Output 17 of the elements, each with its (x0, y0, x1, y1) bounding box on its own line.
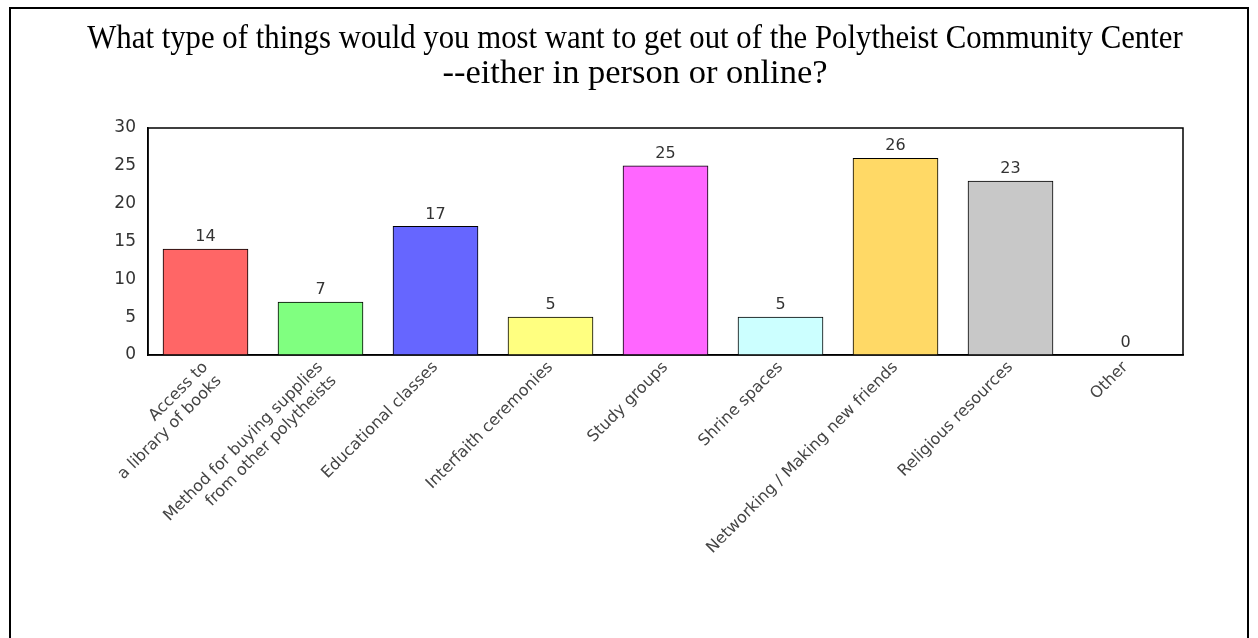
data-label: 14 (195, 226, 216, 246)
data-label: 23 (1000, 158, 1021, 178)
data-label: 5 (545, 294, 556, 314)
data-label: 5 (775, 294, 786, 314)
y-tick-label: 25 (114, 154, 136, 175)
chart-title: What type of things would you most want to get out of the Polytheist Community Center --either in person or online? (87, 17, 1183, 90)
y-tick-label: 5 (125, 305, 136, 326)
y-tick-label: 10 (114, 267, 136, 288)
y-tick-label: 15 (114, 229, 136, 250)
data-label: 7 (315, 279, 326, 299)
data-label: 0 (1120, 332, 1131, 352)
y-tick-label: 0 (125, 343, 136, 364)
data-label: 25 (655, 142, 676, 162)
data-label: 26 (885, 135, 906, 155)
data-label: 17 (425, 203, 446, 223)
y-tick-label: 30 (114, 116, 136, 137)
y-tick-label: 20 (114, 192, 136, 213)
